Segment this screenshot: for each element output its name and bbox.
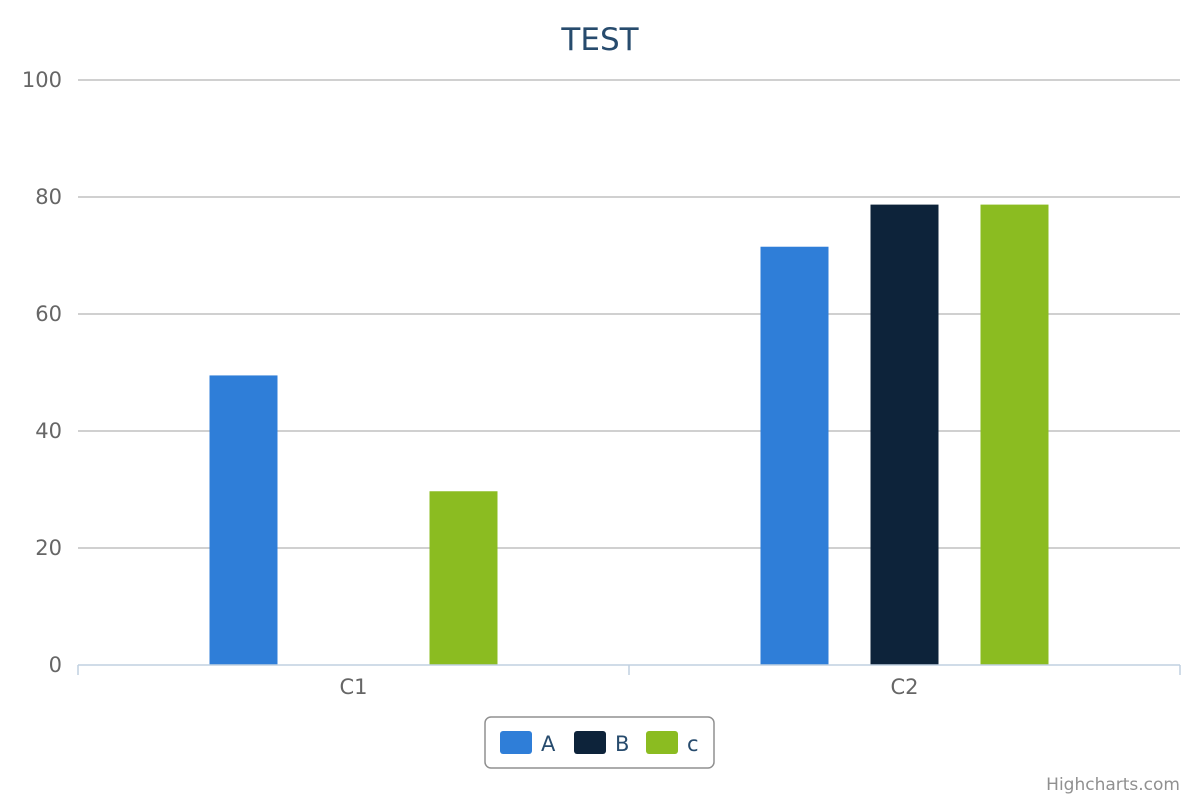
x-tick-label: C2 — [890, 675, 918, 699]
y-tick-label: 20 — [35, 536, 62, 560]
bar-c-C1[interactable] — [429, 491, 498, 665]
y-tick-label: 60 — [35, 302, 62, 326]
y-tick-label: 80 — [35, 185, 62, 209]
credits-link[interactable]: Highcharts.com — [1046, 775, 1180, 795]
y-axis-labels: 0 20 40 60 80 100 — [22, 68, 62, 677]
plot-bars — [209, 204, 1049, 666]
chart-title: TEST — [560, 22, 639, 58]
bar-B-C2[interactable] — [870, 204, 939, 666]
legend-symbol-A[interactable] — [500, 731, 532, 754]
x-axis-labels: C1 C2 — [77, 665, 1181, 699]
bar-A-C1[interactable] — [209, 375, 278, 665]
y-tick-label: 0 — [49, 653, 62, 677]
y-tick-label: 100 — [22, 68, 62, 92]
legend-label-c[interactable]: c — [687, 732, 699, 756]
bar-A-C2[interactable] — [760, 246, 829, 665]
bar-c-C2[interactable] — [980, 204, 1049, 666]
legend-symbol-B[interactable] — [574, 731, 606, 754]
legend-label-B[interactable]: B — [615, 732, 629, 756]
legend-label-A[interactable]: A — [541, 732, 556, 756]
y-tick-label: 40 — [35, 419, 62, 443]
legend-symbol-c[interactable] — [646, 731, 678, 754]
x-tick-label: C1 — [339, 675, 367, 699]
